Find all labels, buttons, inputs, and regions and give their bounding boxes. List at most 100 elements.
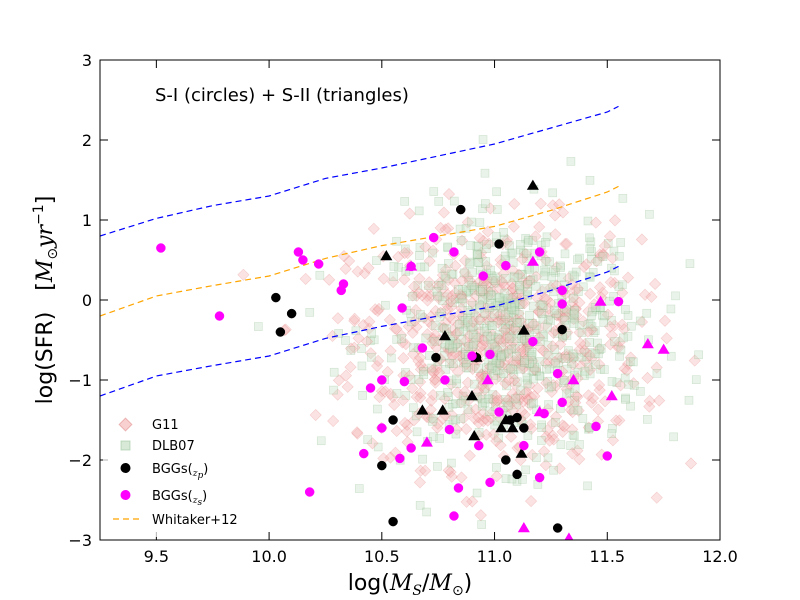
dlb07-point	[386, 353, 396, 363]
dlb07-point	[585, 319, 595, 329]
g11-point	[506, 282, 519, 295]
dlb07-point	[483, 293, 493, 303]
g11-point	[548, 355, 561, 369]
dlb07-point	[627, 321, 636, 331]
dlb07-point	[503, 401, 513, 411]
g11-point	[455, 234, 469, 247]
dlb07-point	[517, 334, 527, 344]
g11-point	[578, 338, 592, 351]
dlb07-point	[573, 255, 582, 264]
dlb07-point	[578, 414, 588, 423]
dlb07-point	[600, 365, 609, 374]
dlb07-point	[525, 310, 534, 320]
bggs-zp-s-ii-point	[517, 324, 530, 335]
g11-point	[570, 309, 583, 322]
dlb07-point	[452, 379, 462, 388]
g11-point	[684, 457, 698, 470]
dlb07-point	[423, 281, 433, 290]
dlb07-point	[480, 384, 490, 394]
g11-point	[442, 274, 455, 287]
g11-point	[506, 336, 519, 349]
dlb07-point	[514, 300, 524, 309]
dlb07-point	[549, 280, 559, 290]
dlb07-point	[568, 349, 578, 359]
dlb07-point	[525, 359, 535, 369]
dlb07-point	[437, 281, 447, 290]
g11-point	[570, 389, 583, 402]
g11-point	[462, 329, 476, 343]
dlb07-point	[542, 232, 552, 242]
g11-point	[508, 342, 521, 355]
dlb07-point	[507, 313, 517, 323]
g11-point	[422, 411, 435, 424]
dlb07-point	[456, 236, 466, 245]
y-axis-label: log(SFR) [M⊙yr−1]	[31, 196, 61, 405]
g11-point	[582, 389, 595, 402]
dlb07-point	[722, 284, 730, 292]
dlb07-point	[464, 363, 473, 373]
g11-point	[426, 333, 440, 346]
dlb07-point	[471, 333, 481, 343]
dlb07-point	[518, 475, 527, 484]
g11-point	[527, 317, 540, 331]
dlb07-point	[444, 340, 454, 350]
dlb07-point	[573, 367, 583, 377]
g11-point	[445, 354, 458, 368]
g11-point	[526, 448, 539, 461]
bggs-zs-s-i-point	[485, 349, 495, 360]
dlb07-point	[494, 292, 504, 302]
g11-point	[485, 310, 498, 324]
g11-point	[457, 412, 470, 425]
dlb07-point	[454, 294, 464, 304]
g11-point	[534, 197, 547, 210]
dlb07-point	[477, 520, 486, 529]
g11-point	[544, 297, 557, 310]
dlb07-point	[541, 267, 551, 277]
dlb07-point	[515, 318, 525, 327]
g11-point	[556, 206, 570, 219]
dlb07-point	[497, 352, 506, 361]
g11-point	[475, 368, 488, 381]
g11-point	[546, 417, 559, 430]
g11-point	[442, 464, 455, 477]
dlb07-point	[484, 287, 493, 297]
dlb07-point	[485, 318, 494, 328]
dlb07-point	[488, 390, 498, 400]
dlb07-point	[607, 316, 616, 325]
g11-point	[482, 237, 496, 250]
bggs-zp-s-i-point	[519, 423, 529, 433]
g11-point	[466, 362, 479, 375]
g11-point	[436, 412, 449, 425]
g11-point	[339, 262, 352, 275]
dlb07-point	[445, 341, 455, 350]
g11-point	[476, 339, 489, 352]
dlb07-point	[666, 304, 676, 314]
dlb07-point	[574, 287, 583, 296]
dlb07-point	[497, 342, 507, 352]
dlb07-point	[316, 436, 326, 446]
dlb07-point	[415, 500, 425, 510]
dlb07-point	[489, 278, 499, 288]
g11-point	[421, 328, 434, 341]
g11-point	[553, 351, 566, 364]
g11-point	[520, 277, 534, 290]
g11-point	[459, 254, 472, 267]
dlb07-point	[548, 188, 558, 198]
g11-point	[442, 222, 455, 235]
dlb07-point	[428, 248, 437, 258]
bggs-zs-s-ii-point	[594, 295, 607, 306]
g11-point	[498, 314, 512, 327]
g11-point	[512, 388, 525, 401]
dlb07-point	[587, 247, 596, 256]
g11-point	[432, 290, 446, 303]
g11-point	[384, 451, 397, 464]
g11-point	[558, 420, 571, 433]
g11-point	[539, 318, 552, 331]
g11-point	[525, 422, 538, 435]
g11-point	[442, 342, 455, 355]
dlb07-point	[585, 233, 594, 243]
g11-point	[543, 434, 556, 447]
bggs-zp-s-ii-point	[416, 404, 429, 415]
g11-point	[470, 334, 483, 347]
dlb07-point	[341, 336, 350, 345]
